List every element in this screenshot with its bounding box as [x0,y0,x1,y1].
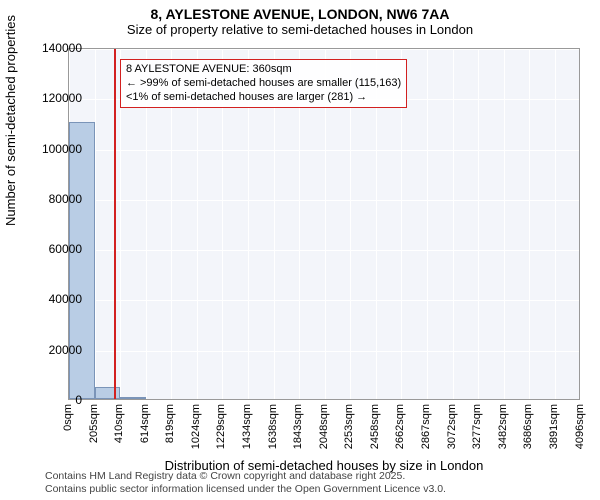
x-tick-label: 0sqm [62,404,74,431]
x-tick-label: 1843sqm [292,404,304,449]
x-tick-label: 3686sqm [522,404,534,449]
footer-line-1: Contains HM Land Registry data © Crown c… [45,470,446,483]
histogram-bar [120,397,145,399]
x-tick-label: 2662sqm [394,404,406,449]
y-tick-label: 20000 [26,343,82,357]
y-tick-label: 100000 [26,142,82,156]
x-tick-label: 1434sqm [241,404,253,449]
y-axis-label: Number of semi-detached properties [3,15,18,226]
x-tick-label: 205sqm [88,404,100,443]
annotation-box: 8 AYLESTONE AVENUE: 360sqm← >99% of semi… [120,59,407,108]
annotation-line-2: ← >99% of semi-detached houses are small… [126,77,401,91]
x-tick-label: 2048sqm [318,404,330,449]
histogram-bar [69,122,95,399]
x-tick-label: 4096sqm [574,404,586,449]
x-tick-label: 2458sqm [369,404,381,449]
plot-area: 8 AYLESTONE AVENUE: 360sqm← >99% of semi… [68,48,580,400]
chart-container: 8, AYLESTONE AVENUE, LONDON, NW6 7AA Siz… [0,0,600,500]
x-tick-label: 410sqm [113,404,125,443]
gridline-vertical [504,49,505,399]
x-tick-label: 1229sqm [215,404,227,449]
x-tick-label: 3891sqm [548,404,560,449]
y-tick-label: 140000 [26,41,82,55]
gridline-vertical [453,49,454,399]
y-tick-label: 80000 [26,192,82,206]
footer-line-2: Contains public sector information licen… [45,483,446,496]
x-tick-label: 3277sqm [471,404,483,449]
subject-marker-line [114,49,116,399]
gridline-vertical [95,49,96,399]
y-tick-label: 120000 [26,91,82,105]
chart-title: 8, AYLESTONE AVENUE, LONDON, NW6 7AA [0,0,600,22]
plot-background: 8 AYLESTONE AVENUE: 360sqm← >99% of semi… [68,48,580,400]
x-tick-label: 3482sqm [497,404,509,449]
annotation-line-3: <1% of semi-detached houses are larger (… [126,91,401,105]
x-tick-label: 614sqm [139,404,151,443]
annotation-line-1: 8 AYLESTONE AVENUE: 360sqm [126,63,401,77]
y-tick-label: 40000 [26,292,82,306]
gridline-vertical [427,49,428,399]
gridline-vertical [478,49,479,399]
gridline-vertical [529,49,530,399]
x-tick-label: 1638sqm [267,404,279,449]
footer-attribution: Contains HM Land Registry data © Crown c… [45,470,446,496]
gridline-vertical [555,49,556,399]
histogram-bar [95,387,121,399]
gridline-vertical [581,49,582,399]
x-tick-label: 3072sqm [446,404,458,449]
x-tick-label: 2253sqm [343,404,355,449]
y-tick-label: 60000 [26,242,82,256]
x-tick-label: 2867sqm [420,404,432,449]
chart-subtitle: Size of property relative to semi-detach… [0,22,600,41]
x-tick-label: 819sqm [164,404,176,443]
x-tick-label: 1024sqm [190,404,202,449]
gridline-horizontal [69,401,579,402]
